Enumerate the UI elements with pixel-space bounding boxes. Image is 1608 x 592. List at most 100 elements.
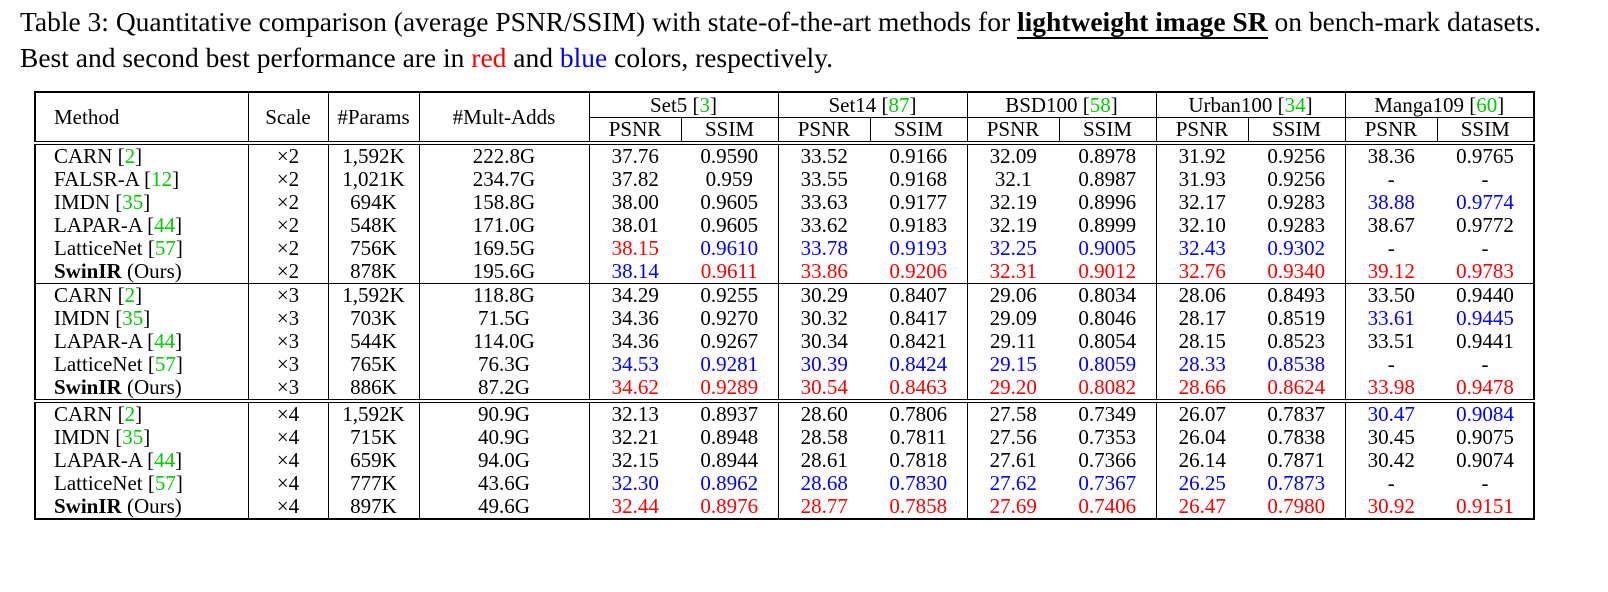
- table-row: LatticeNet [57] ×2 756K 169.5G 38.15 0.9610 33…: [35, 237, 1534, 260]
- dataset-cite: 34: [1284, 93, 1306, 117]
- table-row: IMDN [35] ×4 715K 40.9G 32.21 0.8948 28.58 0.78…: [35, 426, 1534, 449]
- method-cite: 35: [122, 190, 144, 214]
- params-cell: 694K: [328, 191, 420, 214]
- params-cell: 544K: [328, 330, 420, 353]
- ssim-cell: 0.8987: [1059, 168, 1157, 191]
- psnr-cell: 29.15: [989, 352, 1037, 376]
- ssim-cell: 0.9151: [1456, 494, 1514, 518]
- method-name: CARN: [54, 144, 113, 168]
- ssim-cell: 0.8046: [1059, 307, 1157, 330]
- params-cell: 703K: [328, 307, 420, 330]
- method-cell: IMDN [35]: [35, 306, 249, 330]
- table-row: SwinIR (Ours) ×4 897K 49.6G 32.44 0.8976 28.77…: [35, 495, 1534, 519]
- ssim-cell: 0.9177: [870, 191, 968, 214]
- psnr-cell: 30.29: [778, 283, 870, 307]
- psnr-cell: 33.78: [800, 236, 848, 260]
- psnr-cell: 32.15: [611, 448, 659, 472]
- table-row: LatticeNet [57] ×4 777K 43.6G 32.30 0.8962 28.…: [35, 472, 1534, 495]
- caption-prefix: Table 3: Quantitative comparison (averag…: [20, 6, 1017, 37]
- ssim-cell: -: [1481, 471, 1489, 495]
- scale-cell: ×2: [248, 191, 329, 214]
- mult-adds-cell: 195.6G: [419, 260, 590, 284]
- psnr-cell: 28.66: [1178, 375, 1226, 399]
- ssim-cell: 0.9289: [681, 376, 779, 401]
- header-psnr: PSNR: [1156, 117, 1249, 144]
- ssim-cell: 0.9610: [681, 237, 779, 260]
- method-cite: 44: [154, 448, 176, 472]
- psnr-cell: 32.76: [1178, 259, 1226, 283]
- scale-cell: ×3: [248, 353, 329, 376]
- ssim-cell: 0.8421: [870, 330, 968, 353]
- psnr-cell: 32.25: [989, 236, 1037, 260]
- scale-cell: ×3: [248, 283, 329, 307]
- psnr-cell: 30.45: [1367, 425, 1415, 449]
- psnr-cell: 33.61: [1367, 306, 1415, 330]
- ssim-cell: 0.9283: [1248, 191, 1346, 214]
- ssim-cell: 0.7873: [1248, 472, 1346, 495]
- scale-cell: ×3: [248, 307, 329, 330]
- method-cite: 2: [124, 402, 136, 426]
- mult-adds-cell: 49.6G: [419, 495, 590, 519]
- psnr-cell: 32.19: [989, 213, 1037, 237]
- psnr-cell: 34.36: [611, 329, 659, 353]
- header-dataset-set5: Set5 [3]: [589, 92, 779, 118]
- psnr-cell: 28.33: [1178, 352, 1226, 376]
- params-cell: 897K: [328, 495, 420, 519]
- ssim-cell: 0.7980: [1248, 495, 1346, 519]
- dataset-name: Set5: [649, 93, 688, 117]
- method-suffix: (Ours): [121, 375, 182, 399]
- mult-adds-cell: 118.8G: [419, 283, 590, 307]
- scale-cell: ×2: [248, 168, 329, 191]
- ssim-cell: 0.9611: [681, 260, 779, 284]
- params-cell: 659K: [328, 449, 420, 472]
- psnr-cell: 30.34: [800, 329, 848, 353]
- ssim-cell: 0.9206: [870, 260, 968, 284]
- ssim-cell: 0.8937: [681, 399, 779, 426]
- ssim-cell: 0.8978: [1059, 141, 1157, 168]
- method-suffix: (Ours): [121, 494, 182, 518]
- method-name: CARN: [54, 283, 113, 307]
- table-row: FALSR-A [12] ×2 1,021K 234.7G 37.82 0.959 33.5…: [35, 168, 1534, 191]
- results-table-body: CARN [2] ×2 1,592K 222.8G 37.76 0.9590 33.52 0.…: [35, 141, 1534, 519]
- ssim-cell: 0.8996: [1059, 191, 1157, 214]
- caption-suffix: colors, respectively.: [607, 42, 834, 73]
- ssim-cell: 0.8417: [870, 307, 968, 330]
- method-suffix: (Ours): [121, 259, 182, 283]
- psnr-cell: 29.11: [990, 329, 1037, 353]
- psnr-cell: 38.88: [1367, 190, 1415, 214]
- method-cell: SwinIR (Ours): [35, 375, 249, 401]
- caption-and: and: [506, 42, 560, 73]
- scale-cell: ×3: [248, 330, 329, 353]
- header-psnr: PSNR: [778, 117, 871, 144]
- mult-adds-cell: 222.8G: [419, 141, 590, 168]
- method-cite: 35: [122, 306, 144, 330]
- method-cite: 2: [124, 144, 136, 168]
- psnr-cell: 27.61: [989, 448, 1037, 472]
- psnr-cell: 33.86: [800, 259, 848, 283]
- header-mult-adds: #Mult-Adds: [419, 92, 590, 143]
- psnr-cell: 32.09: [967, 141, 1059, 168]
- params-cell: 878K: [328, 260, 420, 284]
- header-ssim: SSIM: [1437, 117, 1534, 144]
- ssim-cell: 0.7837: [1248, 399, 1346, 426]
- ssim-cell: 0.7830: [870, 472, 968, 495]
- psnr-cell: 30.54: [800, 375, 848, 399]
- header-dataset-set14: Set14 [87]: [778, 92, 968, 118]
- mult-adds-cell: 171.0G: [419, 214, 590, 237]
- psnr-cell: 28.15: [1178, 329, 1226, 353]
- ssim-cell: -: [1481, 352, 1489, 376]
- method-name: IMDN: [54, 190, 110, 214]
- ssim-cell: 0.9075: [1456, 425, 1514, 449]
- header-ssim: SSIM: [1248, 117, 1346, 144]
- psnr-cell: 32.21: [611, 425, 659, 449]
- ssim-cell: 0.7806: [870, 399, 968, 426]
- method-cell: IMDN [35]: [35, 190, 249, 214]
- table-caption: Table 3: Quantitative comparison (averag…: [20, 4, 1590, 76]
- dataset-name: BSD100: [1005, 93, 1078, 117]
- method-name: LatticeNet: [54, 236, 143, 260]
- method-cite: 44: [154, 329, 176, 353]
- psnr-cell: 32.10: [1178, 213, 1226, 237]
- scale-cell: ×4: [248, 472, 329, 495]
- table-row: CARN [2] ×3 1,592K 118.8G 34.29 0.9255 30.29 0.…: [35, 283, 1534, 307]
- mult-adds-cell: 114.0G: [419, 330, 590, 353]
